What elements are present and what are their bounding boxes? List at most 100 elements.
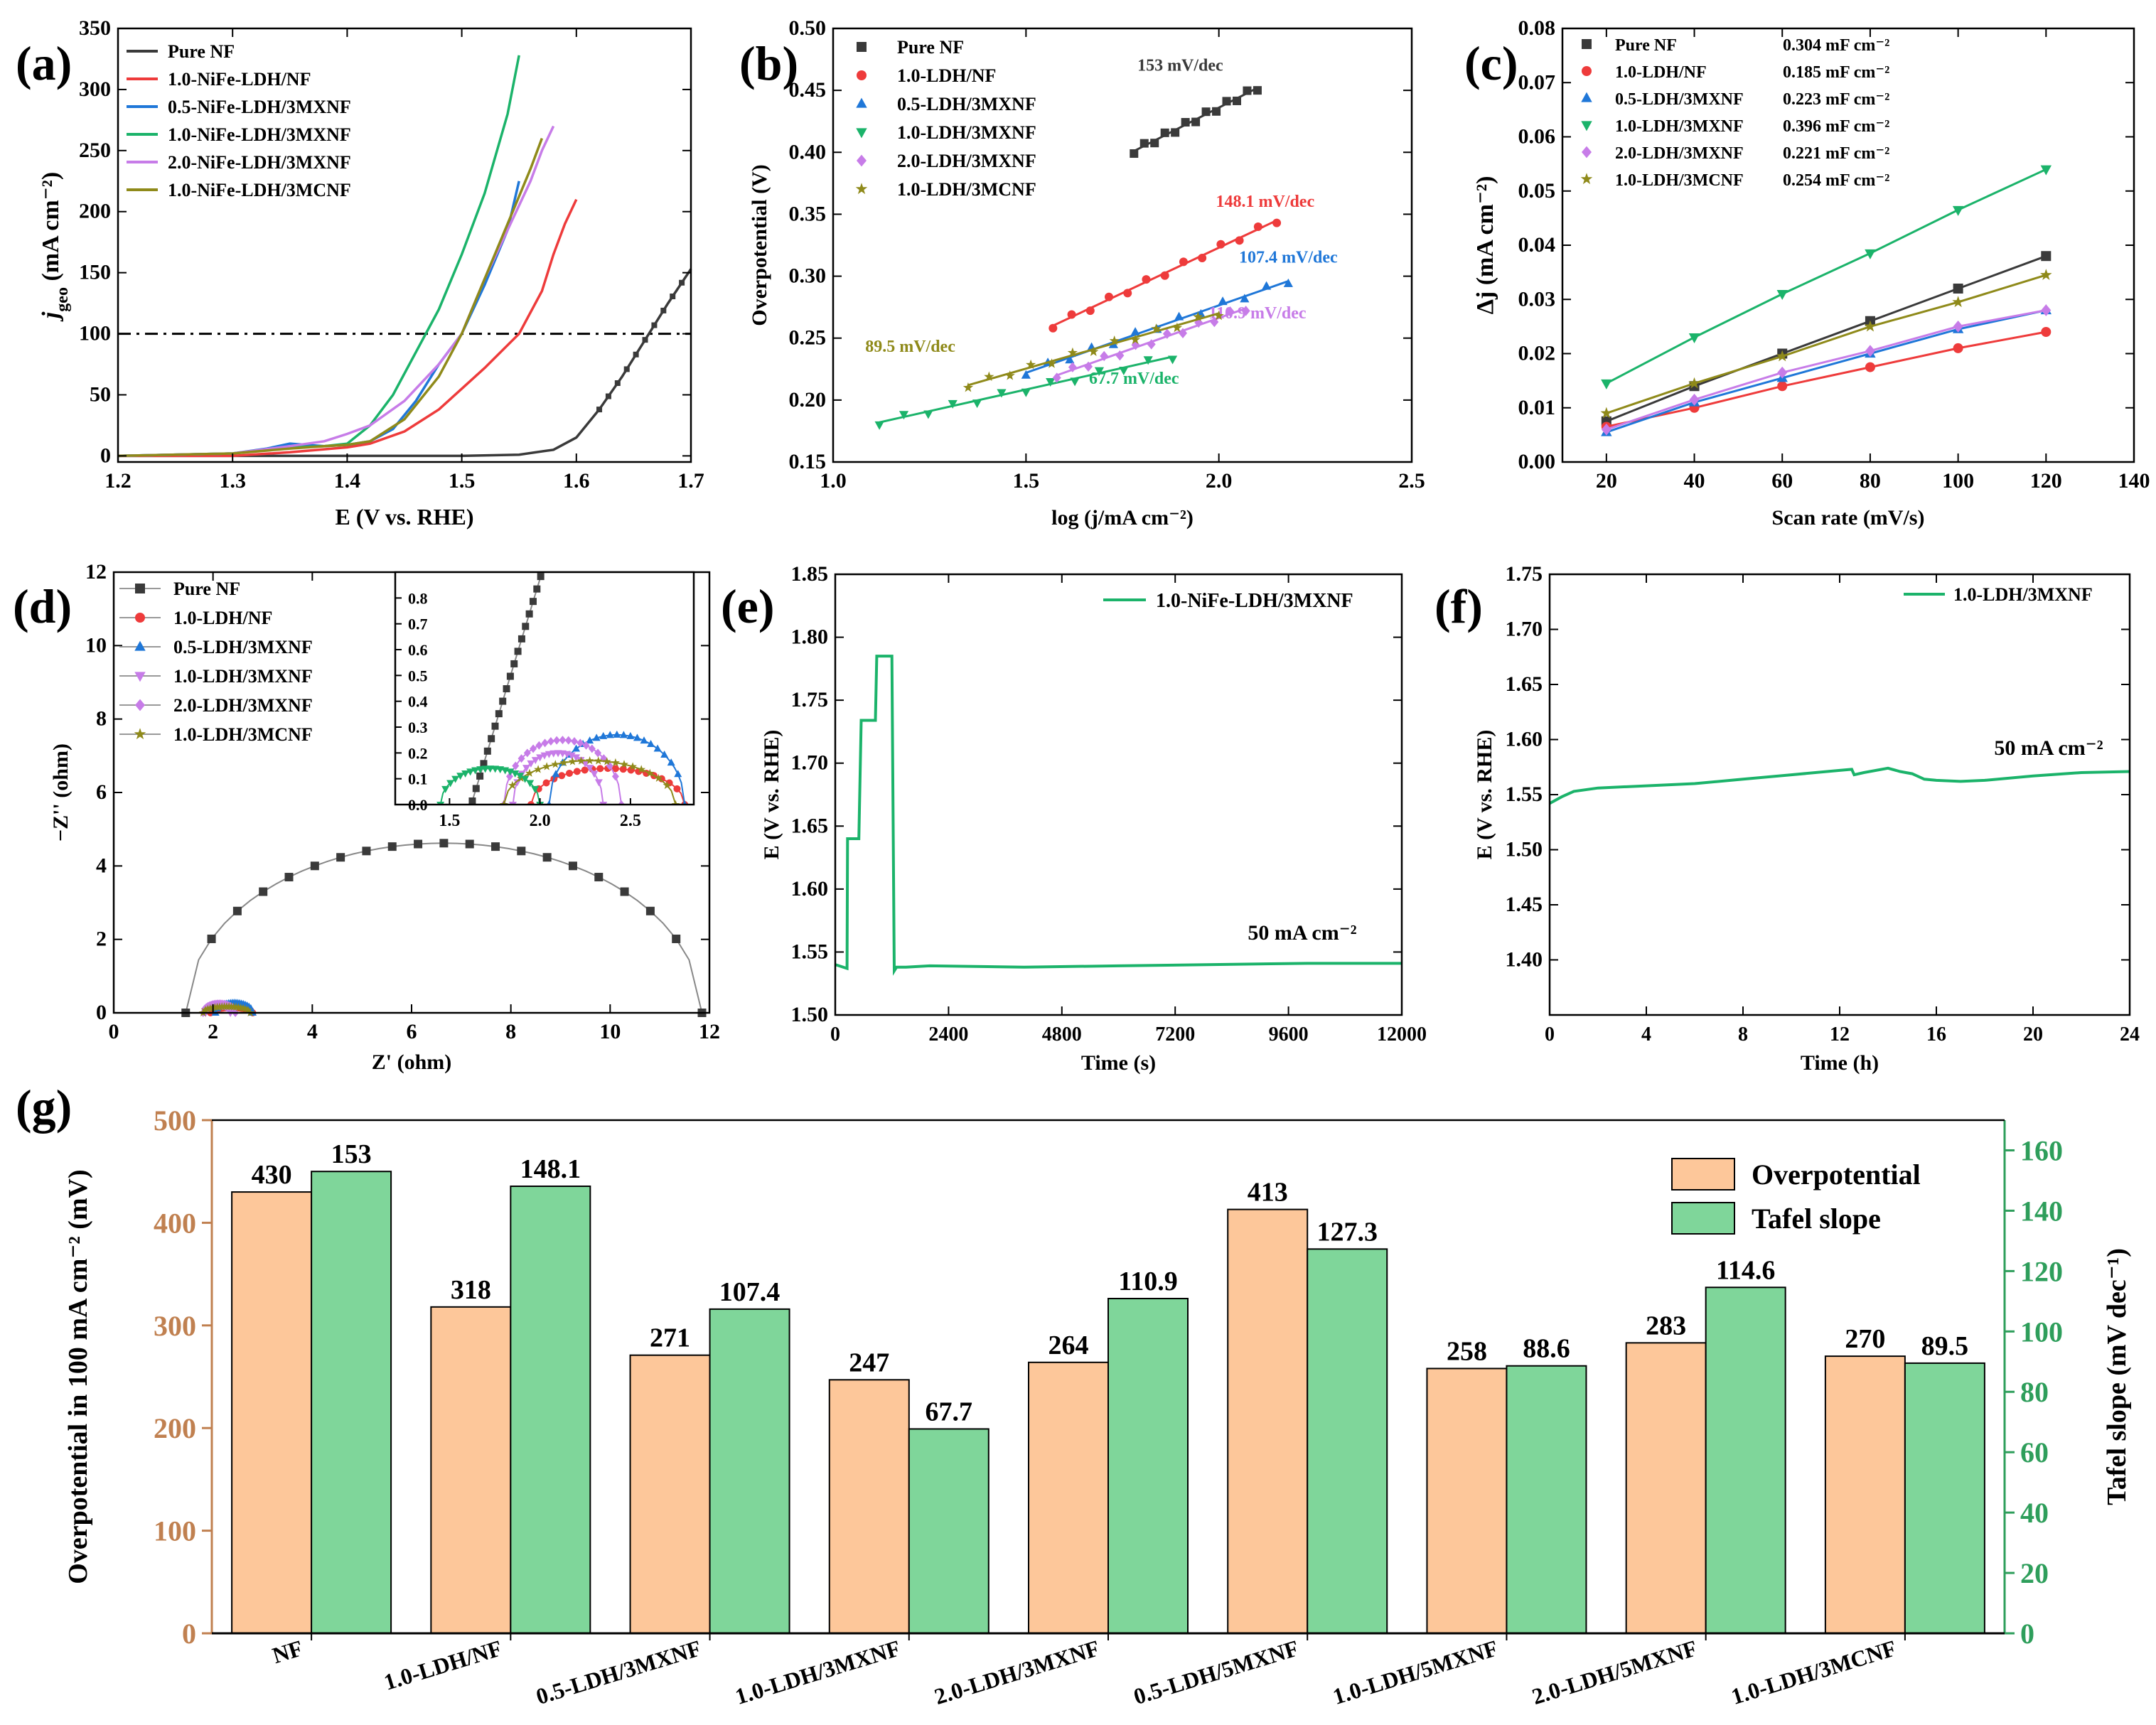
y-axis-label: E (V vs. RHE) xyxy=(760,730,783,860)
x-tick-label: 7200 xyxy=(1155,1023,1195,1046)
marker-triangle-down xyxy=(586,765,594,773)
marker-square xyxy=(1160,128,1169,137)
right-y-tick-label: 120 xyxy=(2020,1255,2063,1287)
legend-swatch-overpotential xyxy=(1671,1158,1735,1191)
series-line-0 xyxy=(118,268,692,458)
marker-triangle-down xyxy=(451,775,460,783)
marker-triangle-up xyxy=(667,758,675,766)
marker-triangle-up xyxy=(547,800,552,805)
legend-label: 2.0-LDH/3MXNF xyxy=(1615,144,1744,163)
plot-frame xyxy=(832,27,1413,463)
legend-label: 0.5-NiFe-LDH/3MXNF xyxy=(168,97,351,117)
marker-star xyxy=(1151,323,1162,333)
x-tick-label: 4800 xyxy=(1042,1023,1082,1046)
y-tick-label: 250 xyxy=(79,139,111,162)
marker-square xyxy=(480,760,488,768)
marker-triangle-down xyxy=(481,765,490,773)
marker-square xyxy=(568,861,577,871)
bar-overpotential xyxy=(1227,1208,1309,1635)
bar-value-label: 89.5 xyxy=(1921,1331,1969,1361)
x-tick-label: 4 xyxy=(307,1020,318,1043)
marker-circle xyxy=(1048,323,1058,333)
marker-square xyxy=(499,697,507,705)
current-density-annotation: 50 mA cm⁻² xyxy=(1248,921,1356,945)
marker-diamond xyxy=(535,741,543,750)
panel-g: (g) 430 153 NF 318 148.1 1.0-LDH/NF 271 107.4 0.5… xyxy=(16,1080,2132,1709)
marker-diamond xyxy=(512,761,520,770)
bar-tafel-slope xyxy=(1705,1286,1786,1635)
marker-square xyxy=(1253,86,1262,95)
cdl-label: 0.185 mF cm⁻² xyxy=(1783,63,1889,82)
marker-diamond xyxy=(618,800,626,805)
marker-square xyxy=(491,722,499,730)
marker-star xyxy=(984,371,994,382)
x-axis-label: E (V vs. RHE) xyxy=(336,504,474,530)
marker-star xyxy=(1026,359,1036,370)
marker-star xyxy=(576,756,586,765)
panel-label: (g) xyxy=(16,1080,72,1134)
bar-value-label: 114.6 xyxy=(1716,1255,1775,1285)
bar-tafel-slope xyxy=(311,1171,392,1634)
marker-star xyxy=(611,758,620,767)
legend-label: Pure NF xyxy=(173,579,240,599)
y-tick-label: 1.50 xyxy=(1506,838,1543,861)
marker-square xyxy=(670,293,676,299)
series-line-5 xyxy=(117,137,544,458)
category-label: 0.5-LDH/3MXNF xyxy=(533,1635,704,1709)
x-tick-label: 0 xyxy=(109,1020,119,1043)
y-tick-label: 100 xyxy=(79,322,111,345)
category-label: 2.0-LDH/3MXNF xyxy=(931,1635,1103,1709)
left-y-tick-label: 200 xyxy=(154,1412,196,1444)
marker-circle xyxy=(1179,257,1188,267)
y-tick-label: 0.30 xyxy=(789,264,827,288)
slope-label: 148.1 mV/dec xyxy=(1216,193,1314,211)
marker-diamond xyxy=(1241,306,1250,316)
left-y-tick-label: 400 xyxy=(154,1207,196,1239)
marker-star xyxy=(1046,358,1057,368)
marker-triangle-up xyxy=(1065,355,1075,364)
plot-frame xyxy=(834,573,1403,1016)
bar-overpotential xyxy=(231,1191,313,1634)
marker-star xyxy=(962,382,974,392)
panel-label: (b) xyxy=(739,36,798,90)
fit-line-4 xyxy=(1606,309,2047,431)
panel-label: (c) xyxy=(1464,36,1518,90)
marker-triangle-down xyxy=(590,770,599,778)
marker-circle xyxy=(2041,327,2052,337)
x-tick-label: 1.3 xyxy=(219,469,246,493)
marker-circle xyxy=(1216,240,1226,249)
marker-triangle-up xyxy=(613,730,621,738)
marker-diamond xyxy=(564,736,572,745)
marker-triangle-down xyxy=(1167,355,1178,365)
marker-diamond xyxy=(1162,328,1171,339)
x-axis-label: Time (h) xyxy=(1801,1051,1879,1075)
bar-value-label: 67.7 xyxy=(926,1397,973,1426)
x-tick-label: 1.4 xyxy=(334,469,361,493)
x-tick-label: 1.0 xyxy=(820,469,847,493)
marker-triangle-up xyxy=(552,770,560,778)
marker-triangle-up xyxy=(633,733,641,741)
y-tick-label: 0.08 xyxy=(1518,16,1556,40)
marker-triangle-down xyxy=(466,768,475,776)
y-axis-label: −Z'' (ohm) xyxy=(49,743,73,842)
marker-star xyxy=(620,760,628,768)
bar-tafel-slope xyxy=(1904,1362,1985,1634)
arc-line-0 xyxy=(185,842,703,1014)
marker-square xyxy=(525,610,533,618)
x-tick-label: 12 xyxy=(1830,1023,1850,1046)
marker-square xyxy=(1181,118,1190,127)
x-axis-label: log (j/mA cm⁻²) xyxy=(1051,506,1194,530)
legend-label: Overpotential xyxy=(1752,1159,1921,1191)
y-axis-label: Δj (mA cm⁻²) xyxy=(1472,176,1498,315)
category-label: NF xyxy=(269,1635,306,1668)
series-line-2 xyxy=(117,181,520,458)
category-label: 1.0-LDH/3MXNF xyxy=(732,1635,903,1709)
y-tick-label: 1.60 xyxy=(1506,728,1543,751)
marker-square xyxy=(472,785,480,792)
marker-circle xyxy=(1253,222,1262,232)
marker-square xyxy=(522,623,530,630)
legend-label: 1.0-LDH/NF xyxy=(173,608,272,628)
marker-square xyxy=(514,647,522,655)
marker-square xyxy=(596,407,603,413)
inset-y-tick-label: 0.5 xyxy=(408,667,428,684)
